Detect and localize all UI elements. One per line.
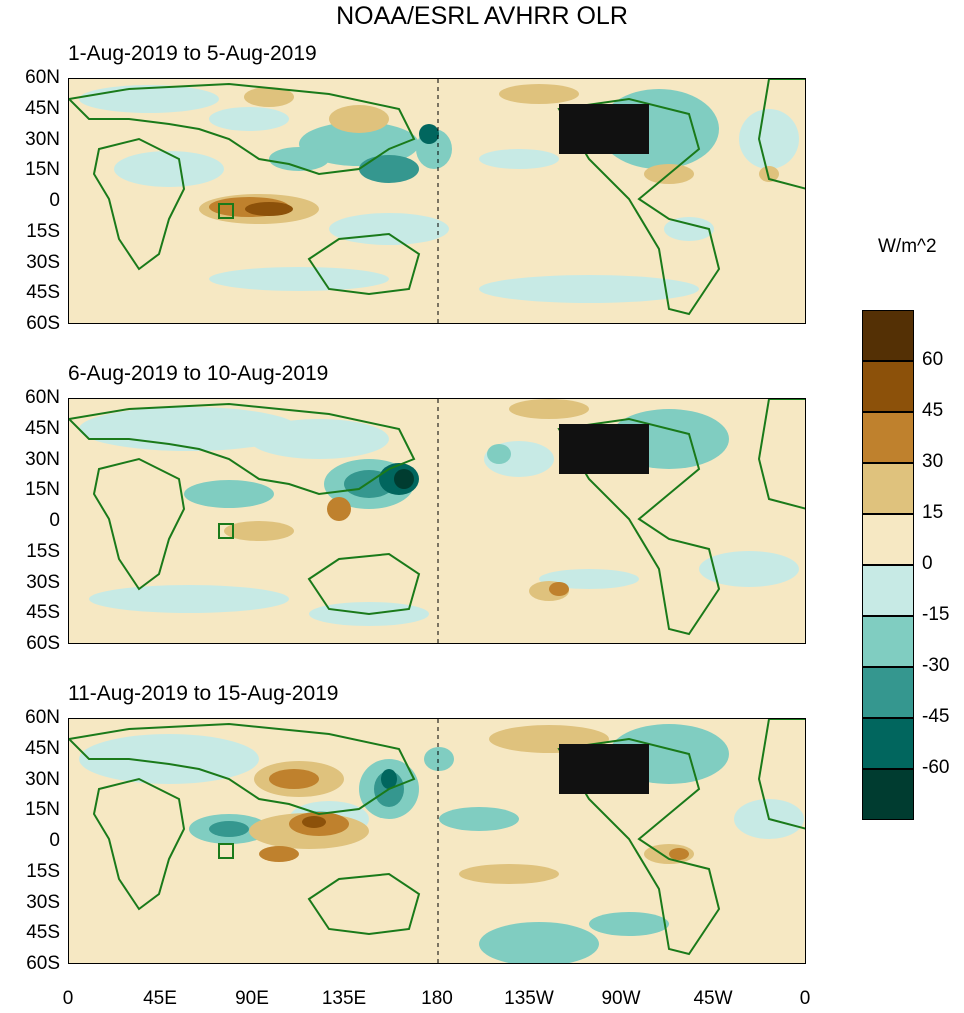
colorbar-swatch-4	[862, 514, 914, 565]
lat-label-1-6: 30S	[26, 251, 60, 273]
map-panel-2	[68, 398, 806, 644]
lat-label-2-0: 60N	[25, 387, 60, 408]
colorbar-swatch-8	[862, 718, 914, 769]
lon-label-45w: 45W	[693, 988, 733, 1009]
colorbar-label-7: -45	[922, 706, 950, 727]
lat-label-1-8: 60S	[26, 313, 60, 334]
panel-2-title: 6-Aug-2019 to 10-Aug-2019	[68, 362, 329, 385]
lat-label-2-3: 15N	[25, 479, 60, 501]
colorbar-label-0: 60	[922, 349, 944, 370]
figure-title: NOAA/ESRL AVHRR OLR	[336, 2, 628, 30]
lat-label-1-5: 15S	[26, 220, 60, 242]
colorbar-label-5: -15	[922, 604, 950, 625]
map-panel-3	[68, 718, 806, 964]
lat-label-1-3: 15N	[25, 159, 60, 181]
lat-label-3-8: 60S	[26, 953, 60, 974]
lat-label-1-4: 0	[49, 190, 60, 211]
lat-label-2-7: 45S	[26, 602, 60, 624]
colorbar-swatch-7	[862, 667, 914, 718]
lat-label-1-2: 30N	[25, 128, 60, 150]
colorbar-swatch-3	[862, 463, 914, 514]
colorbar-label-3: 15	[922, 502, 944, 523]
lat-label-2-5: 15S	[26, 540, 60, 562]
lon-label-45e: 45E	[143, 988, 177, 1009]
lon-label-135e: 135E	[321, 988, 367, 1009]
lat-label-3-7: 45S	[26, 922, 60, 944]
lon-label-90w: 90W	[601, 988, 641, 1009]
lat-label-2-8: 60S	[26, 633, 60, 654]
lat-label-2-1: 45N	[25, 417, 60, 439]
colorbar-label-1: 45	[922, 400, 944, 421]
colorbar-units: W/m^2	[878, 236, 937, 257]
colorbar-swatch-1	[862, 361, 914, 412]
colorbar-swatch-9	[862, 769, 914, 820]
lat-label-3-2: 30N	[25, 768, 60, 790]
lat-label-2-6: 30S	[26, 571, 60, 593]
colorbar-swatch-5	[862, 565, 914, 616]
colorbar-label-6: -30	[922, 655, 950, 676]
map-panel-1	[68, 78, 806, 324]
lat-label-1-1: 45N	[25, 97, 60, 119]
lon-label-0-end: 0	[799, 988, 811, 1009]
colorbar-label-8: -60	[922, 757, 950, 778]
olr-anomaly-map-2	[69, 399, 805, 643]
colorbar-swatch-0	[862, 310, 914, 361]
panel-1-title: 1-Aug-2019 to 5-Aug-2019	[68, 42, 317, 65]
lon-label-180: 180	[421, 988, 453, 1009]
panel-3-title: 11-Aug-2019 to 15-Aug-2019	[68, 682, 339, 705]
lat-label-3-4: 0	[49, 830, 60, 851]
lon-label-0: 0	[62, 988, 74, 1009]
lon-label-135w: 135W	[504, 988, 554, 1009]
lat-label-2-4: 0	[49, 510, 60, 531]
lat-label-1-0: 60N	[25, 67, 60, 88]
colorbar-swatch-2	[862, 412, 914, 463]
lat-label-2-2: 30N	[25, 448, 60, 470]
lat-label-3-5: 15S	[26, 860, 60, 882]
colorbar-swatch-6	[862, 616, 914, 667]
olr-anomaly-map-3	[69, 719, 805, 963]
lat-label-3-6: 30S	[26, 891, 60, 913]
colorbar-label-2: 30	[922, 451, 944, 472]
lat-label-3-3: 15N	[25, 799, 60, 821]
lon-label-90e: 90E	[235, 988, 269, 1009]
lat-label-3-1: 45N	[25, 737, 60, 759]
colorbar-label-4: 0	[922, 553, 933, 574]
olr-anomaly-map-1	[69, 79, 805, 323]
lat-label-1-7: 45S	[26, 282, 60, 304]
lat-label-3-0: 60N	[25, 707, 60, 728]
